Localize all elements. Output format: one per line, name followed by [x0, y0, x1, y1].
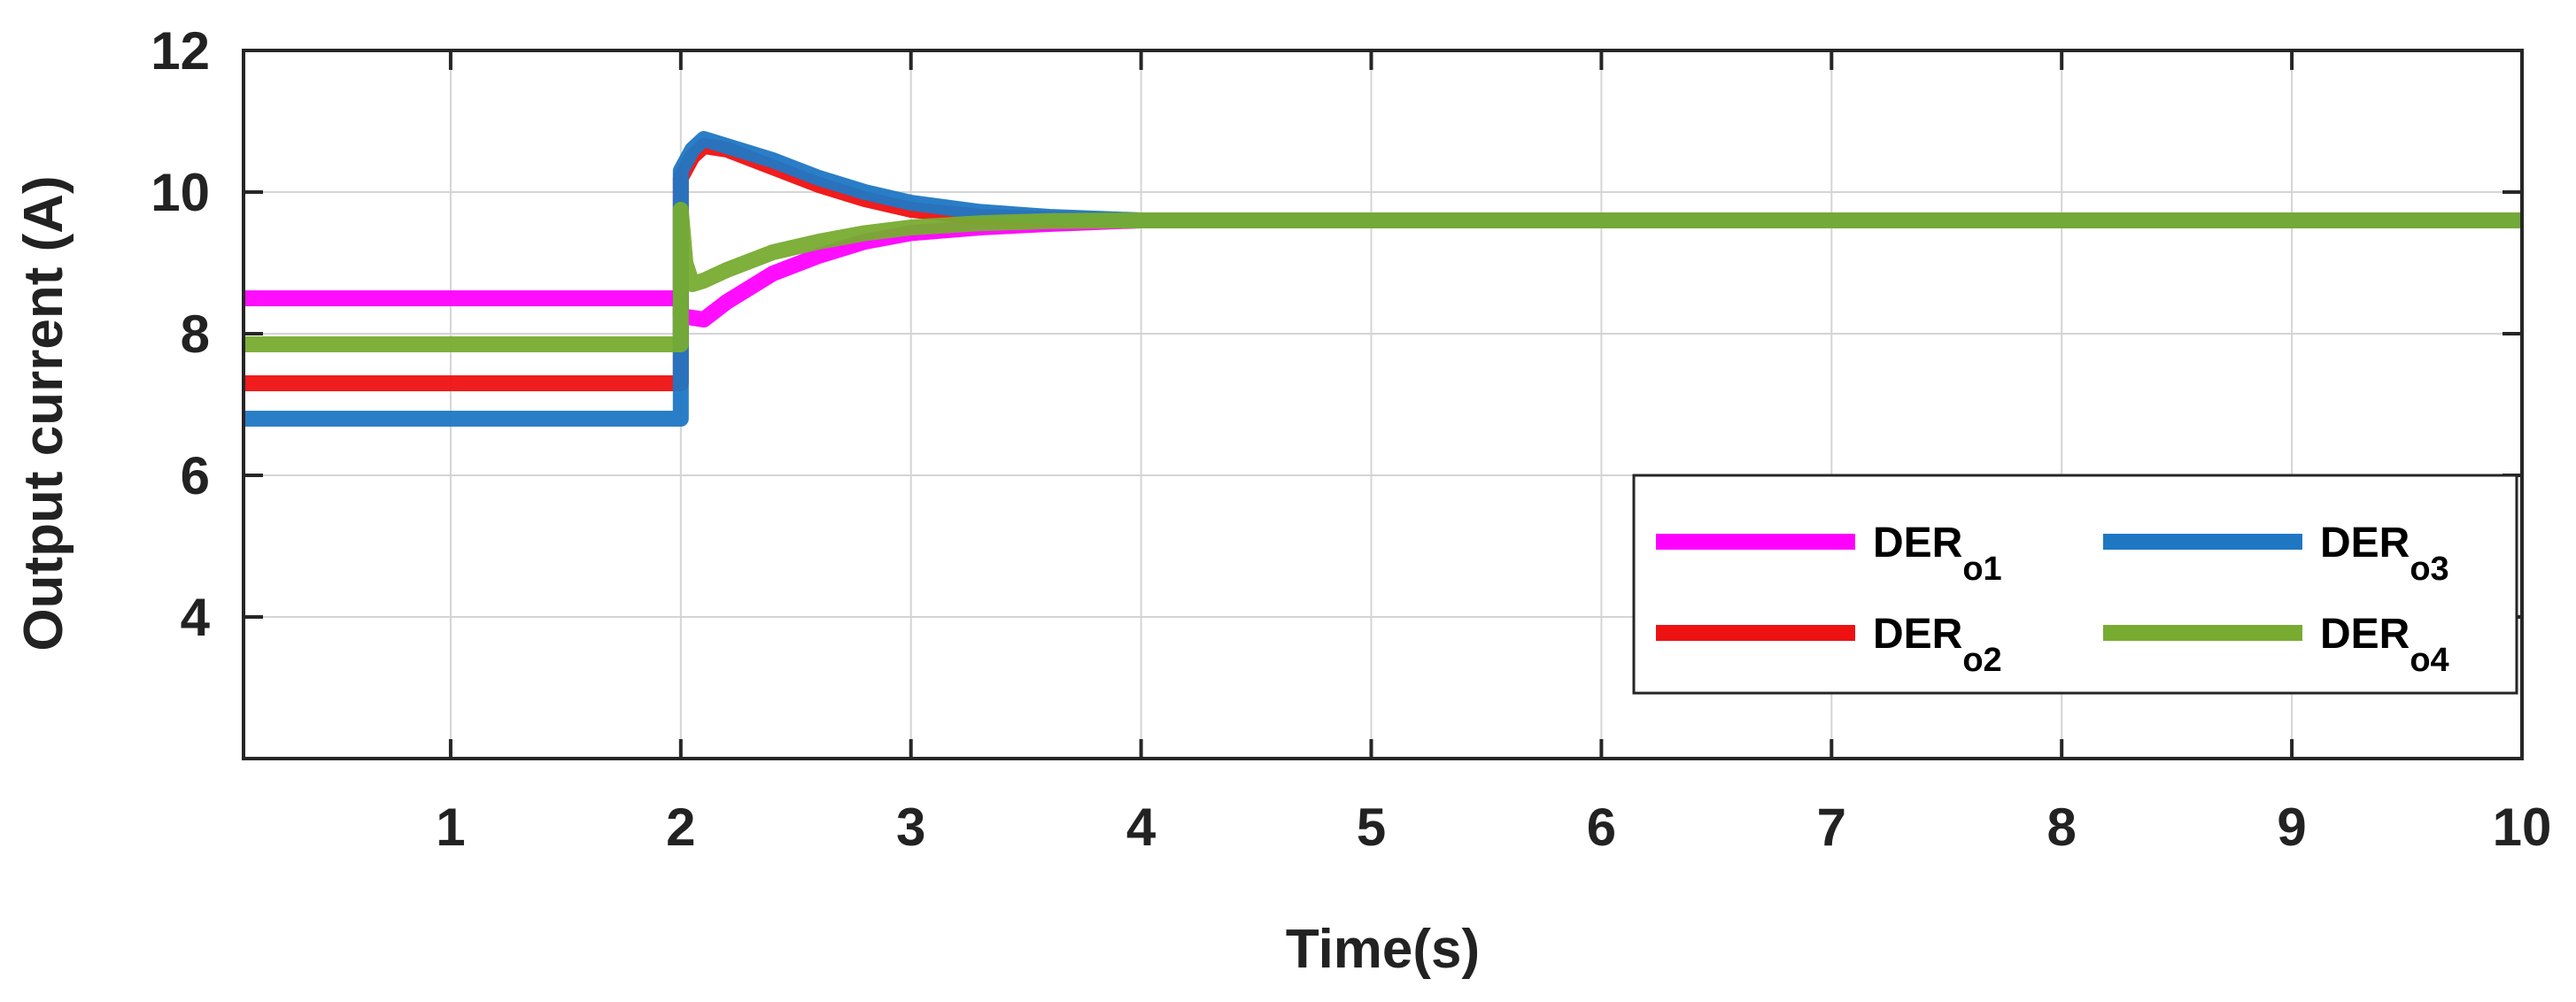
x-tick-label: 8	[2047, 798, 2077, 857]
legend: DERo1 DERo2 DERo3 DERo4	[1632, 474, 2518, 695]
x-tick-label: 4	[1126, 798, 1156, 857]
x-tick-label: 5	[1357, 798, 1386, 857]
x-tick-label: 2	[666, 798, 695, 857]
y-axis-label: Output current (A)	[13, 175, 74, 651]
x-axis-label: Time(s)	[1286, 919, 1480, 980]
y-tick-label: 10	[151, 163, 210, 222]
x-tick-label: 7	[1817, 798, 1846, 857]
legend-box	[1632, 474, 2518, 695]
x-tick-labels: 1 2 3 4 5 6 7 8 9 10	[436, 798, 2551, 857]
axes-frame	[242, 49, 2524, 760]
y-tick-label: 4	[181, 588, 211, 647]
legend-label-o1: DERo1	[1873, 520, 2002, 588]
plot-area	[244, 131, 2522, 427]
x-tick-label: 1	[436, 798, 465, 857]
legend-label-o3: DERo3	[2320, 520, 2449, 588]
series-line-o4	[244, 202, 2522, 352]
x-tick-label: 6	[1587, 798, 1616, 857]
x-tick-label: 10	[2493, 798, 2552, 857]
y-tick-labels: 4 6 8 10 12	[151, 21, 210, 647]
legend-label-o2: DERo2	[1873, 611, 2002, 679]
x-tick-label: 3	[896, 798, 925, 857]
legend-label-o4: DERo4	[2320, 611, 2449, 679]
x-tick-label: 9	[2277, 798, 2306, 857]
y-tick-label: 6	[181, 446, 210, 505]
y-tick-label: 12	[151, 21, 210, 81]
y-tick-label: 8	[181, 304, 210, 364]
